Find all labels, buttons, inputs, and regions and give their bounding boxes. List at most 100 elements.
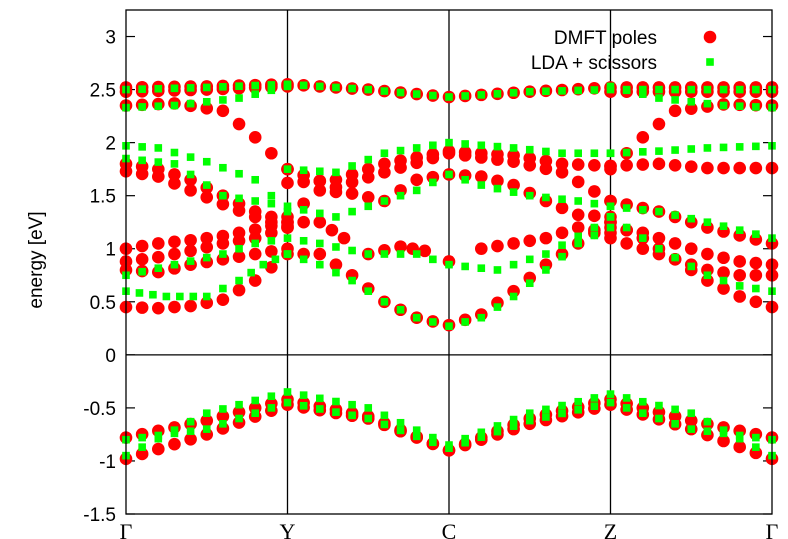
lda-scissors-point xyxy=(396,88,405,97)
lda-scissors-point xyxy=(235,194,243,203)
lda-scissors-point xyxy=(412,426,421,434)
lda-scissors-point xyxy=(606,82,615,91)
lda-scissors-point xyxy=(219,405,227,413)
lda-scissors-point xyxy=(186,417,195,426)
lda-scissors-point xyxy=(267,86,276,95)
legend: DMFT poles LDA + scissors xyxy=(531,28,717,74)
lda-scissors-point xyxy=(655,414,663,423)
lda-scissors-point xyxy=(687,85,696,94)
lda-scissors-point xyxy=(477,264,486,272)
lda-scissors-point xyxy=(247,268,255,277)
lda-scissors-point xyxy=(271,255,280,264)
lda-scissors-point xyxy=(332,408,340,416)
lda-scissors-point xyxy=(202,97,211,106)
lda-scissors-point xyxy=(493,142,502,151)
lda-scissors-point xyxy=(396,426,405,435)
lda-scissors-point xyxy=(364,404,373,412)
lda-scissors-point xyxy=(412,144,421,152)
lda-scissors-point xyxy=(412,313,421,322)
dmft-pole-point xyxy=(717,251,730,265)
dmft-pole-point xyxy=(571,221,585,234)
lda-scissors-point xyxy=(219,420,227,428)
y-tick-label: 0 xyxy=(105,346,116,367)
lda-scissors-point xyxy=(219,284,227,293)
lda-scissors-point xyxy=(299,401,308,410)
lda-scissors-point xyxy=(267,404,276,412)
lda-scissors-point xyxy=(558,401,566,410)
dmft-pole-point xyxy=(232,283,246,297)
lda-scissors-point xyxy=(493,266,502,274)
lda-scissors-point xyxy=(235,169,243,178)
legend-marker-dmft xyxy=(703,30,717,44)
lda-scissors-point xyxy=(412,90,421,98)
lda-scissors-point xyxy=(251,175,259,184)
dmft-pole-point xyxy=(200,414,214,427)
dmft-pole-point xyxy=(184,184,197,197)
lda-scissors-point xyxy=(590,199,599,208)
dmft-pole-point xyxy=(216,104,230,118)
legend-marker-lda xyxy=(706,58,714,66)
dmft-pole-point xyxy=(636,158,650,171)
lda-scissors-point xyxy=(461,438,469,447)
lda-scissors-point xyxy=(138,156,146,165)
lda-scissors-point xyxy=(655,244,663,253)
dmft-pole-point xyxy=(168,300,181,314)
lda-scissors-point xyxy=(219,250,227,258)
lda-scissors-point xyxy=(542,250,550,258)
lda-scissors-point xyxy=(445,444,453,453)
lda-scissors-point xyxy=(267,199,276,208)
lda-scissors-point xyxy=(445,93,453,101)
lda-scissors-point xyxy=(138,267,146,276)
lda-scissors-point xyxy=(558,149,566,158)
lda-scissors-point xyxy=(138,433,146,442)
lda-scissors-point xyxy=(380,411,389,420)
dmft-pole-point xyxy=(200,190,214,204)
lda-scissors-point xyxy=(186,99,195,108)
lda-scissors-point xyxy=(154,84,163,93)
dmft-pole-point xyxy=(168,177,181,190)
lda-scissors-point xyxy=(380,149,389,158)
lda-scissors-point xyxy=(202,292,211,301)
lda-scissors-point xyxy=(283,234,292,242)
lda-scissors-point xyxy=(655,94,663,102)
dmft-pole-point xyxy=(184,233,197,247)
lda-scissors-point xyxy=(429,141,437,150)
lda-scissors-point xyxy=(251,90,259,98)
lda-scissors-point xyxy=(590,402,599,410)
dmft-pole-point xyxy=(652,231,666,245)
lda-scissors-point xyxy=(493,184,502,193)
dmft-pole-point xyxy=(361,170,375,184)
lda-scissors-point xyxy=(154,264,163,272)
dmft-pole-point xyxy=(313,174,327,188)
lda-scissors-point xyxy=(574,397,582,406)
dmft-pole-point xyxy=(733,268,746,282)
lda-scissors-point xyxy=(461,262,469,271)
lda-scissors-point xyxy=(735,143,744,151)
lda-scissors-point xyxy=(525,145,534,154)
dmft-pole-point xyxy=(507,155,520,169)
dmft-pole-point xyxy=(668,410,682,423)
lda-scissors-point xyxy=(461,140,469,148)
lda-scissors-point xyxy=(348,411,356,420)
lda-scissors-point xyxy=(752,230,760,238)
dmft-pole-point xyxy=(216,237,230,250)
lda-scissors-point xyxy=(332,397,340,406)
x-tick-label: Y xyxy=(280,519,296,539)
dmft-pole-point xyxy=(555,166,569,179)
lda-scissors-point xyxy=(590,394,599,402)
dmft-pole-point xyxy=(523,234,537,248)
lda-scissors-point xyxy=(639,85,647,94)
lda-scissors-point xyxy=(412,186,421,195)
dmft-pole-point xyxy=(717,161,730,175)
lda-scissors-point xyxy=(235,276,243,285)
lda-scissors-point xyxy=(574,406,582,414)
lda-scissors-point xyxy=(251,197,259,205)
dmft-pole-point xyxy=(475,242,488,256)
dmft-pole-point xyxy=(717,434,730,448)
lda-scissors-point xyxy=(493,427,502,436)
dmft-pole-point xyxy=(216,197,230,211)
lda-scissors-point xyxy=(493,303,502,311)
lda-scissors-point xyxy=(655,147,663,155)
lda-scissors-point xyxy=(719,143,728,152)
lda-scissors-point xyxy=(639,148,647,156)
